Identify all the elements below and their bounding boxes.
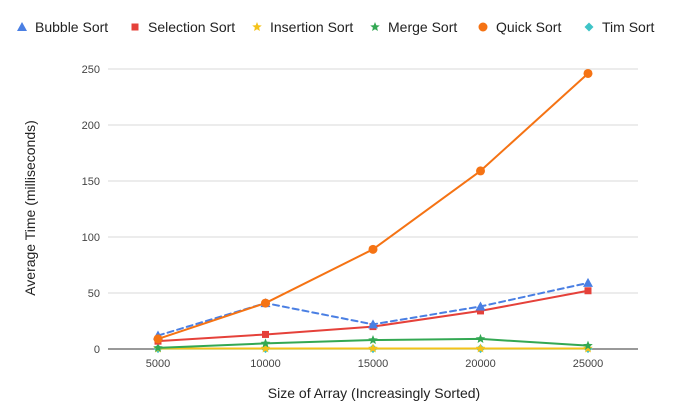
legend-marker [370, 22, 380, 32]
y-axis-ticks: 0 50 100 150 200 250 [82, 64, 100, 356]
legend-marker [17, 22, 27, 31]
data-point [583, 340, 593, 350]
y-tick-label: 0 [94, 344, 100, 356]
data-point [584, 287, 592, 295]
legend-marker [131, 23, 139, 31]
legend-marker [478, 22, 488, 32]
y-tick-label: 250 [82, 64, 100, 76]
legend-marker [584, 22, 594, 32]
legend-label: Quick Sort [496, 19, 561, 35]
data-point [260, 343, 271, 353]
series-line [157, 72, 589, 340]
data-point [475, 301, 486, 311]
data-point [261, 298, 270, 308]
data-point [475, 333, 486, 343]
y-tick-label: 200 [82, 120, 100, 132]
legend-label: Merge Sort [388, 19, 457, 35]
x-tick-label: 20000 [465, 358, 496, 370]
x-axis-title: Size of Array (Increasingly Sorted) [268, 385, 480, 401]
data-point [368, 335, 378, 345]
legend-item: Selection Sort [131, 19, 235, 35]
x-tick-label: 25000 [573, 358, 604, 370]
legend-item: Tim Sort [584, 19, 654, 35]
data-point [153, 342, 163, 352]
x-tick-label: 15000 [358, 358, 389, 370]
data-point [260, 338, 271, 348]
y-tick-label: 100 [82, 232, 100, 244]
series-group [153, 68, 593, 354]
y-tick-label: 150 [82, 176, 100, 188]
y-tick-label: 50 [88, 288, 100, 300]
legend-label: Insertion Sort [270, 19, 353, 35]
legend: Bubble Sort Selection Sort Insertion Sort M… [17, 19, 654, 35]
legend-marker [252, 22, 262, 32]
data-point [262, 330, 269, 338]
series-bubble-sort [153, 277, 593, 340]
series-merge-sort [153, 333, 593, 352]
legend-item: Merge Sort [370, 19, 457, 35]
x-tick-label: 10000 [250, 358, 281, 370]
x-axis-ticks: 5000 10000 15000 20000 25000 [146, 358, 604, 370]
legend-label: Selection Sort [148, 19, 235, 35]
data-point [153, 334, 163, 344]
legend-label: Bubble Sort [35, 19, 108, 35]
data-point [583, 343, 593, 353]
data-point [368, 319, 378, 329]
data-point [583, 277, 593, 287]
data-point [368, 343, 378, 353]
data-point [477, 307, 484, 315]
y-axis-title: Average Time (milliseconds) [22, 120, 38, 296]
data-point [368, 244, 378, 254]
series-quick-sort [153, 68, 593, 344]
legend-item: Insertion Sort [252, 19, 353, 35]
legend-item: Quick Sort [478, 19, 561, 35]
data-point [476, 166, 485, 176]
legend-label: Tim Sort [602, 19, 654, 35]
legend-item: Bubble Sort [17, 19, 108, 35]
data-point [475, 343, 486, 353]
x-tick-label: 5000 [146, 358, 170, 370]
data-point [583, 68, 593, 78]
gridlines [108, 68, 638, 350]
series-line [157, 289, 589, 343]
